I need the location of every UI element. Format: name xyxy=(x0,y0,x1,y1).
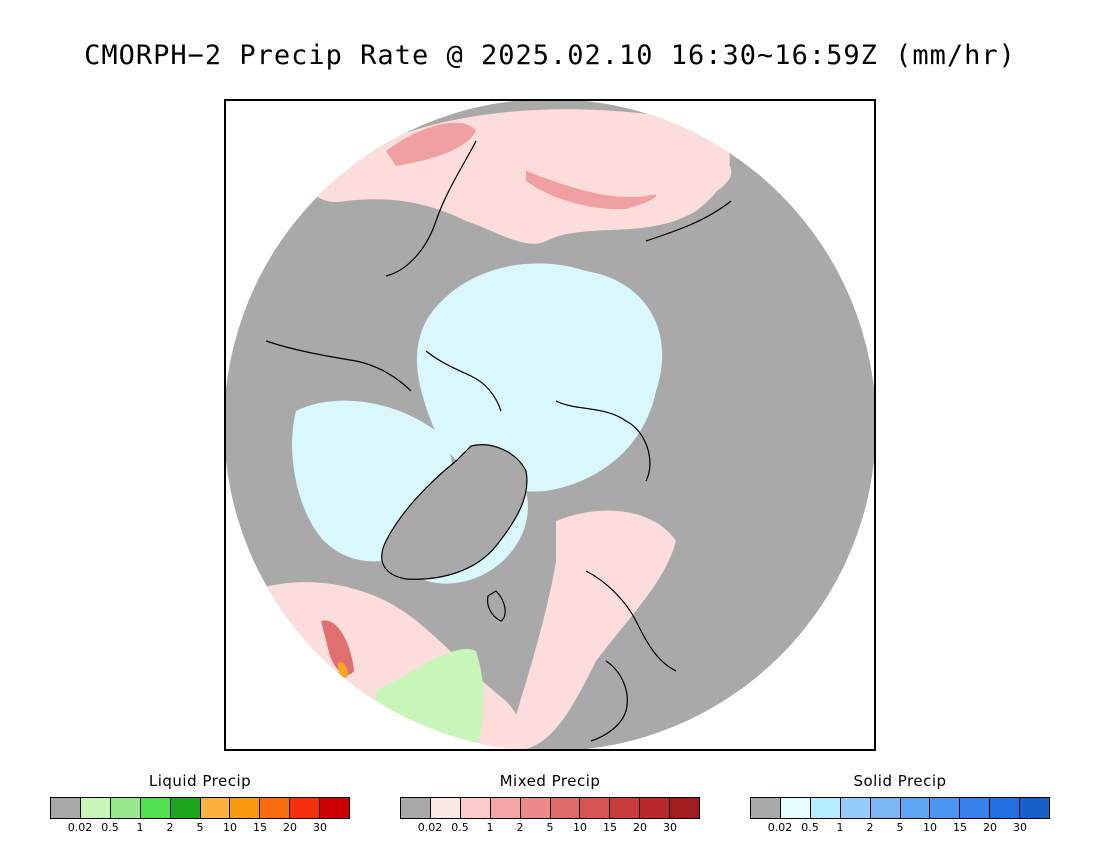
legend-swatch xyxy=(80,798,111,818)
legend-swatch xyxy=(870,798,901,818)
legend-swatch xyxy=(610,798,641,818)
legend-tick-label: 30 xyxy=(1013,821,1027,834)
legend-tick-label: 20 xyxy=(983,821,997,834)
legend-tick-label: 1 xyxy=(836,821,844,834)
legend-swatch xyxy=(550,798,581,818)
legend-swatch xyxy=(780,798,811,818)
legend-ticks: 0.02 0.5 1 2 5 10 15 20 30 xyxy=(750,821,1050,835)
legend-tick-label: 0.02 xyxy=(67,821,93,834)
legend-swatch xyxy=(320,798,350,818)
legend-title: Mixed Precip xyxy=(499,772,601,790)
legend-swatch xyxy=(51,798,81,818)
legend-swatch xyxy=(230,798,261,818)
legend-tick-label: 0.5 xyxy=(101,821,119,834)
legend-swatch xyxy=(401,798,431,818)
legend-swatch xyxy=(580,798,611,818)
legend-tick-label: 2 xyxy=(516,821,524,834)
legend-tick-label: 5 xyxy=(196,821,204,834)
legend-tick-label: 20 xyxy=(633,821,647,834)
legend-swatch xyxy=(260,798,291,818)
legend-tick-label: 2 xyxy=(166,821,174,834)
polar-map xyxy=(226,101,874,749)
legend-tick-label: 15 xyxy=(253,821,267,834)
legend-tick-label: 0.02 xyxy=(767,821,793,834)
legend-tick-label: 0.02 xyxy=(417,821,443,834)
legend-swatch xyxy=(960,798,991,818)
solid-precip-arctic xyxy=(416,263,663,492)
legend-tick-label: 10 xyxy=(573,821,587,834)
legend-swatches xyxy=(400,797,700,819)
map-frame xyxy=(224,99,876,751)
legend-tick-label: 15 xyxy=(603,821,617,834)
legend-swatches xyxy=(750,797,1050,819)
legend-tick-label: 1 xyxy=(136,821,144,834)
legend-swatch xyxy=(810,798,841,818)
mixed-precip-heavy-patch xyxy=(321,620,354,676)
legend-title: Solid Precip xyxy=(853,772,947,790)
chart-title: CMORPH−2 Precip Rate @ 2025.02.10 16:30~… xyxy=(84,40,1016,71)
mixed-precip-norway xyxy=(506,510,676,749)
legend-swatch xyxy=(110,798,141,818)
legend-swatches xyxy=(50,797,350,819)
legend-swatch xyxy=(490,798,521,818)
legend-swatch xyxy=(140,798,171,818)
legend-swatch xyxy=(840,798,871,818)
legend-swatch xyxy=(200,798,231,818)
legend-swatch xyxy=(990,798,1021,818)
legend-tick-label: 20 xyxy=(283,821,297,834)
legend-swatch xyxy=(430,798,461,818)
legend-tick-label: 2 xyxy=(866,821,874,834)
legend-swatch xyxy=(520,798,551,818)
legend-ticks: 0.02 0.5 1 2 5 10 15 20 30 xyxy=(50,821,350,835)
legend-ticks: 0.02 0.5 1 2 5 10 15 20 30 xyxy=(400,821,700,835)
legend-swatch xyxy=(1020,798,1050,818)
legend-swatch xyxy=(900,798,931,818)
legend-liquid: Liquid Precip 0.02 0.5 1 2 5 10 15 20 30 xyxy=(50,772,350,835)
legend-swatch xyxy=(640,798,671,818)
greenland-landmass xyxy=(381,444,527,580)
coastlines xyxy=(265,140,732,742)
legend-tick-label: 30 xyxy=(663,821,677,834)
legend-tick-label: 0.5 xyxy=(801,821,819,834)
legend-swatch xyxy=(930,798,961,818)
legend-tick-label: 1 xyxy=(486,821,494,834)
mixed-precip-arc xyxy=(526,171,657,210)
legend-title: Liquid Precip xyxy=(148,772,252,790)
legend-tick-label: 5 xyxy=(546,821,554,834)
legend-tick-label: 0.5 xyxy=(451,821,469,834)
legend-swatch xyxy=(460,798,491,818)
legend-tick-label: 15 xyxy=(953,821,967,834)
legend-tick-label: 10 xyxy=(223,821,237,834)
legend-swatch xyxy=(290,798,321,818)
legend-swatch xyxy=(170,798,201,818)
legend-solid: Solid Precip 0.02 0.5 1 2 5 10 15 20 30 xyxy=(750,772,1050,835)
legend-swatch xyxy=(670,798,700,818)
mixed-precip-band xyxy=(386,122,476,166)
legend-tick-label: 30 xyxy=(313,821,327,834)
liquid-precip-heavy-patch xyxy=(338,661,348,679)
legend-swatch xyxy=(751,798,781,818)
legend-tick-label: 5 xyxy=(896,821,904,834)
legend-mixed: Mixed Precip 0.02 0.5 1 2 5 10 15 20 30 xyxy=(400,772,700,835)
legend-tick-label: 10 xyxy=(923,821,937,834)
